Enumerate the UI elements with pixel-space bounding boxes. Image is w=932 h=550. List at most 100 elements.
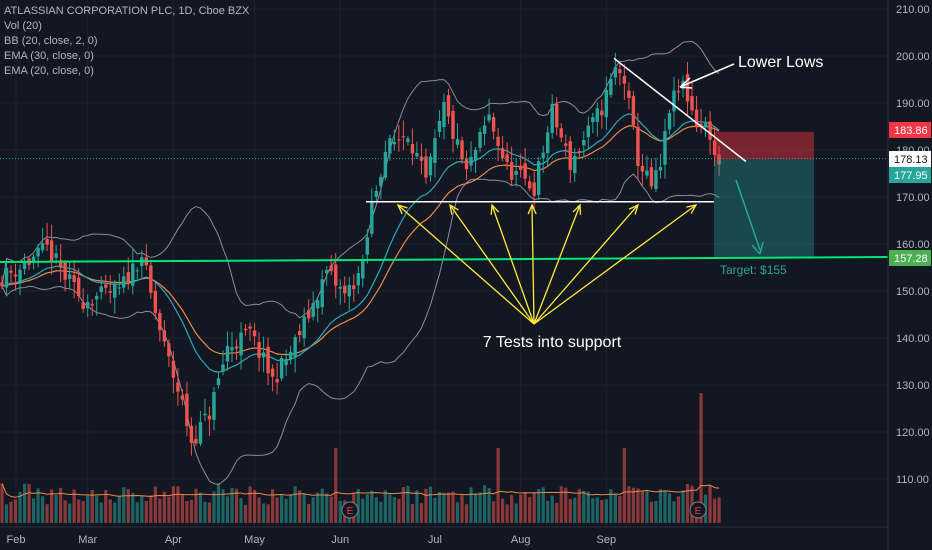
candle-body: [649, 167, 654, 187]
candle-body: [712, 140, 717, 155]
volume-bar: [22, 483, 27, 523]
volume-bar: [604, 499, 608, 523]
candle-body: [667, 113, 672, 130]
volume-bar: [640, 491, 645, 523]
legend-ema30[interactable]: EMA (30, close, 0): [4, 50, 94, 62]
volume-bar: [613, 493, 617, 523]
earnings-marker-icon[interactable]: [689, 501, 707, 519]
volume-bar: [63, 500, 67, 523]
volume-bar: [158, 498, 162, 523]
volume-bar: [388, 494, 392, 523]
volume-bar: [496, 448, 500, 523]
candle-body: [676, 91, 681, 93]
volume-bar: [293, 486, 297, 523]
volume-bar: [31, 498, 36, 523]
volume-bar: [104, 489, 108, 523]
volume-bar: [234, 488, 239, 523]
candle-body: [216, 378, 221, 386]
volume-bar: [135, 502, 139, 523]
volume-bar: [113, 502, 117, 523]
volume-bar: [198, 492, 203, 523]
candle-body: [266, 346, 270, 374]
candle-body: [85, 302, 90, 309]
candle-body: [428, 156, 433, 176]
legend-volume[interactable]: Vol (20): [4, 20, 42, 32]
candle-body: [9, 270, 13, 273]
candle-body: [0, 282, 4, 287]
volume-bar: [216, 483, 221, 523]
volume-bar: [9, 501, 13, 523]
candle-body: [212, 392, 216, 420]
volume-bar: [397, 498, 401, 523]
volume-bar: [225, 496, 230, 523]
volume-bar: [280, 495, 284, 523]
candle-body: [306, 310, 311, 319]
volume-bar: [325, 493, 329, 523]
candle-body: [90, 303, 94, 306]
candle-body: [397, 139, 401, 141]
volume-bar: [86, 495, 90, 523]
candle-body: [464, 158, 469, 170]
candle-body: [203, 413, 207, 416]
legend-bb[interactable]: BB (20, close, 2, 0): [4, 35, 98, 47]
volume-bar: [708, 485, 712, 523]
legend-symbol[interactable]: ATLASSIAN CORPORATION PLC, 1D, Cboe BZX: [4, 5, 250, 17]
legend-ema20[interactable]: EMA (20, close, 0): [4, 65, 94, 77]
x-tick-label: Mar: [78, 534, 97, 546]
x-tick-label: Aug: [511, 534, 531, 546]
candle-body: [482, 125, 487, 134]
candle-body: [500, 148, 505, 158]
price-tag: [889, 167, 931, 183]
candle-body: [573, 155, 577, 174]
volume-bar: [685, 483, 690, 523]
volume-bar: [442, 492, 446, 523]
candle-body: [690, 96, 694, 111]
candle-body: [433, 138, 437, 163]
candle-body: [252, 330, 257, 337]
volume-bar: [573, 497, 577, 523]
candle-body: [361, 259, 365, 279]
candle-body: [36, 247, 40, 257]
descending-resistance-line: [613, 57, 747, 163]
candle-body: [622, 76, 627, 84]
green-support-line: [0, 256, 889, 263]
indicator-legend: ATLASSIAN CORPORATION PLC, 1D, Cboe BZX …: [4, 4, 249, 79]
candle-body: [356, 273, 360, 286]
volume-bar: [699, 393, 703, 523]
volume-bar: [307, 504, 311, 523]
volume-bar: [555, 502, 559, 523]
candle-body: [158, 312, 162, 331]
volume-bar: [162, 491, 166, 523]
candle-body: [555, 103, 559, 128]
target-arrowhead: [751, 241, 764, 255]
volume-bar: [40, 496, 45, 523]
candle-body: [99, 286, 103, 293]
candle-body: [699, 123, 703, 126]
volume-bar: [392, 497, 396, 523]
earnings-marker-icon[interactable]: [341, 501, 359, 519]
volume-bar: [320, 488, 324, 523]
candle-body: [284, 359, 288, 366]
y-tick-label: 210.00: [896, 4, 930, 16]
y-tick-label: 110.00: [896, 474, 929, 486]
volume-bar: [266, 504, 270, 523]
volume-bar: [117, 496, 121, 523]
candle-body: [388, 138, 392, 154]
volume-bar: [437, 492, 442, 523]
candle-body: [293, 337, 297, 358]
volume-bar: [212, 491, 216, 523]
lower-lows-arrow: [679, 63, 735, 88]
volume-bar: [149, 495, 153, 523]
candle-body: [76, 277, 81, 296]
volume-bar: [564, 487, 568, 523]
candle-body: [95, 295, 99, 300]
x-tick-label: Jul: [428, 534, 442, 546]
volume-bar: [383, 490, 387, 523]
candle-body: [640, 165, 645, 172]
candle-body: [329, 265, 333, 272]
volume-bar: [126, 488, 130, 523]
candle-body: [424, 156, 428, 178]
price-tag-label: 183.86: [894, 125, 928, 137]
